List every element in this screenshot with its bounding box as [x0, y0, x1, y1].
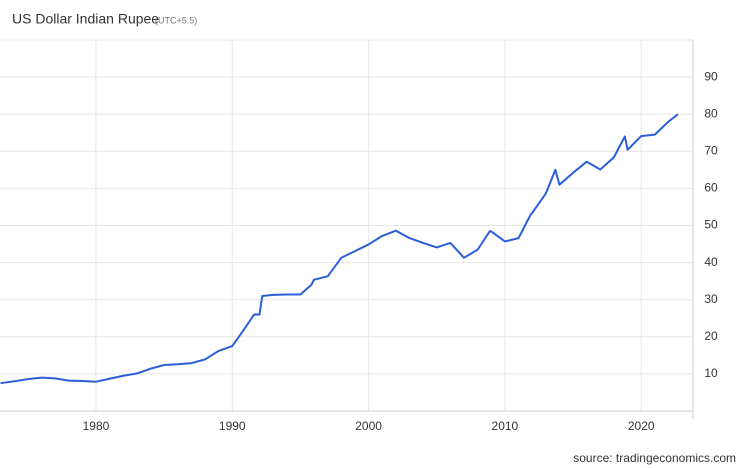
source: source: tradingeconomics.com	[573, 451, 736, 465]
x-tick-label: 2010	[492, 419, 519, 433]
y-tick-label: 80	[704, 106, 718, 120]
y-tick-label: 40	[704, 255, 718, 269]
y-tick-label: 10	[704, 366, 718, 380]
x-tick-label: 2000	[355, 419, 382, 433]
x-tick-label: 1990	[219, 419, 246, 433]
y-tick-label: 50	[704, 218, 718, 232]
y-tick-label: 70	[704, 143, 718, 157]
x-tick-label: 1980	[83, 419, 110, 433]
chart-subtitle: (UTC+5.5)	[155, 15, 197, 25]
y-tick-label: 60	[704, 181, 718, 195]
line-series	[0, 113, 679, 385]
y-tick-label: 30	[704, 292, 718, 306]
chart-title: US Dollar Indian Rupee	[12, 11, 159, 27]
x-tick-label: 2020	[628, 419, 655, 433]
y-tick-label: 20	[704, 329, 718, 343]
y-tick-label: 90	[704, 69, 718, 83]
